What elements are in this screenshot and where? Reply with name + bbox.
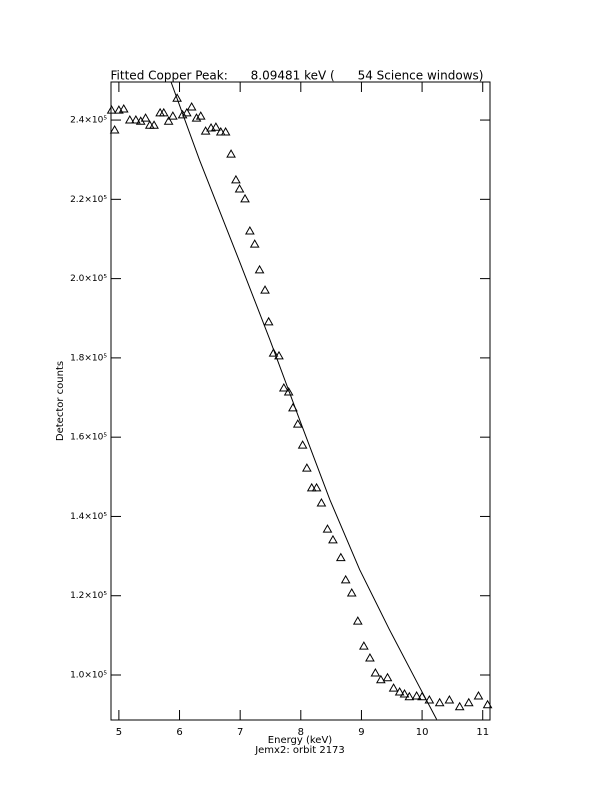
data-point — [375, 674, 386, 684]
chart-title: Fitted Copper Peak: 8.09481 keV ( 54 Sci… — [111, 69, 484, 83]
data-point — [292, 419, 303, 428]
data-point — [226, 149, 236, 158]
data-point — [404, 691, 415, 701]
y-axis-label: Detector counts — [55, 361, 66, 441]
x-tick-label: 6 — [176, 727, 182, 738]
y-tick-label: 1.8×10⁵ — [70, 353, 107, 363]
data-point — [172, 93, 182, 102]
subtitle: Jemx2: orbit 2173 — [254, 745, 345, 756]
data-point — [302, 463, 312, 472]
x-tick-label: 5 — [116, 727, 122, 738]
data-point — [340, 574, 351, 584]
data-point — [163, 116, 174, 125]
x-tick-label: 10 — [416, 727, 429, 738]
data-point — [399, 689, 410, 698]
data-point — [260, 285, 270, 294]
data-point — [177, 109, 188, 119]
data-point — [186, 101, 197, 111]
data-point — [278, 383, 289, 392]
data-point — [211, 122, 221, 131]
data-point — [346, 587, 357, 597]
data-point — [181, 107, 192, 117]
x-tick-label: 11 — [476, 727, 489, 738]
data-point — [240, 193, 250, 203]
data-point — [140, 113, 151, 122]
data-point — [316, 497, 327, 507]
fit-line — [170, 82, 438, 720]
data-point — [482, 699, 493, 709]
y-tick-label: 2.2×10⁵ — [70, 195, 107, 205]
data-point — [254, 264, 265, 274]
data-point — [359, 641, 369, 650]
x-tick-label: 9 — [358, 727, 364, 738]
x-axis-label: Energy (keV) — [268, 735, 333, 746]
y-tick-label: 1.0×10⁵ — [70, 671, 107, 681]
data-point — [394, 687, 405, 696]
y-tick-label: 2.0×10⁵ — [70, 274, 107, 284]
data-point — [131, 115, 141, 124]
data-point — [322, 524, 333, 533]
data-point — [424, 694, 435, 704]
data-point — [215, 126, 226, 136]
data-point — [263, 316, 274, 326]
data-point — [388, 683, 399, 692]
data-point — [195, 111, 206, 120]
data-point — [444, 694, 455, 704]
data-point — [382, 672, 393, 682]
data-point — [370, 668, 381, 677]
data-point — [306, 482, 317, 492]
data-point — [434, 697, 445, 707]
y-tick-label: 1.2×10⁵ — [70, 591, 107, 601]
data-point — [245, 226, 255, 235]
x-tick-label: 7 — [237, 727, 243, 738]
data-point — [220, 126, 231, 136]
data-point — [191, 113, 202, 122]
data-point — [268, 348, 279, 357]
data-point — [473, 691, 484, 700]
data-point — [454, 701, 465, 711]
data-point — [274, 350, 284, 360]
data-point — [311, 482, 322, 492]
data-point — [167, 111, 178, 120]
y-tick-label: 1.4×10⁵ — [70, 512, 107, 522]
data-point — [124, 115, 135, 124]
x-tick-label: 8 — [298, 727, 304, 738]
data-point — [118, 103, 129, 113]
data-point — [231, 174, 241, 184]
data-point — [335, 552, 346, 562]
data-point — [411, 691, 422, 700]
data-point — [328, 534, 338, 544]
data-point — [352, 616, 363, 625]
data-point — [463, 697, 474, 707]
data-point — [158, 107, 169, 117]
data-point — [109, 124, 120, 134]
y-tick-label: 2.4×10⁵ — [70, 116, 107, 126]
data-point — [234, 184, 245, 193]
data-point — [249, 239, 260, 248]
data-point — [365, 652, 375, 662]
data-point — [106, 105, 117, 114]
y-tick-label: 1.6×10⁵ — [70, 433, 107, 443]
data-point — [297, 440, 308, 449]
data-point — [283, 386, 294, 396]
data-point — [149, 120, 159, 129]
